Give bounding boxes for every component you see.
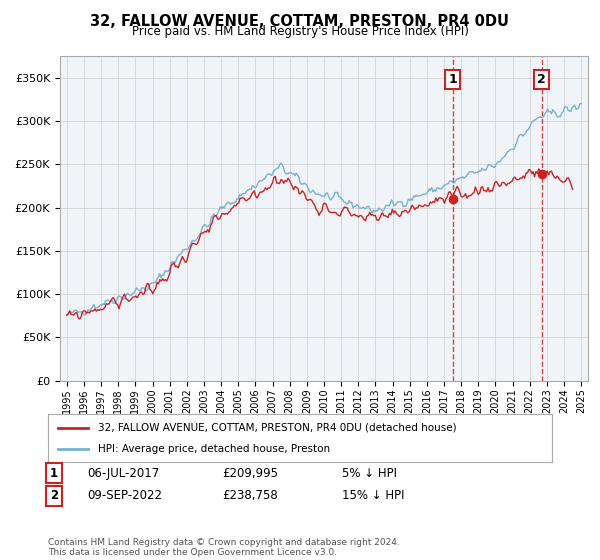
Text: 15% ↓ HPI: 15% ↓ HPI [342,489,404,502]
Text: 32, FALLOW AVENUE, COTTAM, PRESTON, PR4 0DU: 32, FALLOW AVENUE, COTTAM, PRESTON, PR4 … [91,14,509,29]
Text: 32, FALLOW AVENUE, COTTAM, PRESTON, PR4 0DU (detached house): 32, FALLOW AVENUE, COTTAM, PRESTON, PR4 … [98,423,457,433]
Text: 06-JUL-2017: 06-JUL-2017 [87,466,159,480]
Text: 2: 2 [50,489,58,502]
Text: £238,758: £238,758 [222,489,278,502]
Text: 5% ↓ HPI: 5% ↓ HPI [342,466,397,480]
Text: HPI: Average price, detached house, Preston: HPI: Average price, detached house, Pres… [98,444,331,454]
Text: 09-SEP-2022: 09-SEP-2022 [87,489,162,502]
Text: 1: 1 [50,466,58,480]
Text: £209,995: £209,995 [222,466,278,480]
Text: 1: 1 [448,73,457,86]
Text: Contains HM Land Registry data © Crown copyright and database right 2024.
This d: Contains HM Land Registry data © Crown c… [48,538,400,557]
Text: Price paid vs. HM Land Registry's House Price Index (HPI): Price paid vs. HM Land Registry's House … [131,25,469,38]
Text: 2: 2 [537,73,546,86]
